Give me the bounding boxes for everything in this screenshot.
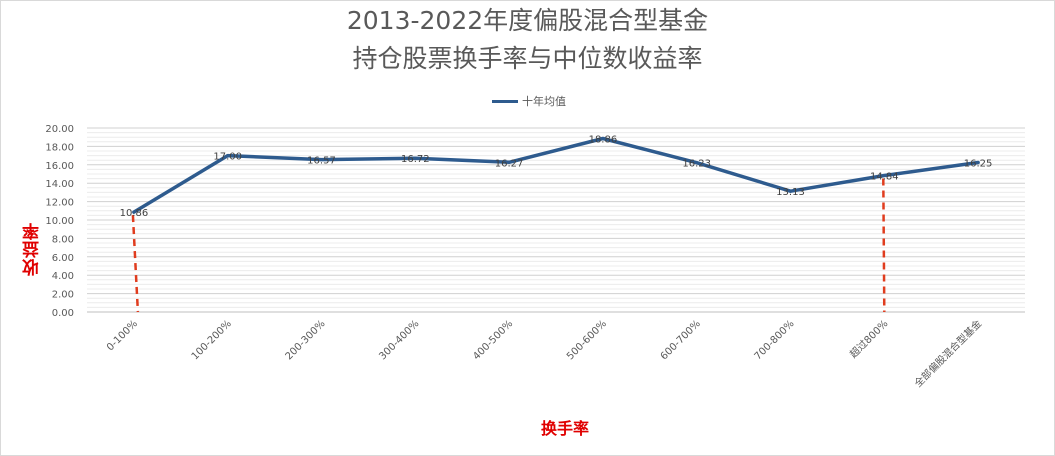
x-tick-label: 400-500% — [471, 318, 515, 362]
highlight-drop-line — [131, 215, 140, 313]
x-tick-label: 100-200% — [190, 318, 234, 362]
legend-label: 十年均值 — [522, 95, 566, 108]
x-tick-label: 700-800% — [753, 318, 797, 362]
legend-swatch — [492, 99, 518, 103]
y-tick-label: 8.00 — [52, 234, 74, 245]
data-point — [507, 160, 511, 164]
y-tick-label: 14.00 — [45, 179, 74, 190]
data-label: 13.13 — [776, 187, 805, 198]
data-point — [413, 156, 417, 160]
data-label: 16.57 — [307, 156, 336, 167]
y-tick-label: 10.00 — [45, 216, 74, 227]
data-label: 16.72 — [401, 154, 430, 165]
data-point — [320, 158, 323, 162]
y-tick-label: 0.00 — [52, 308, 74, 319]
y-tick-label: 20.00 — [45, 124, 74, 135]
x-tick-label: 200-300% — [284, 318, 328, 362]
highlight-drop-line — [882, 178, 886, 313]
data-point — [601, 136, 605, 140]
data-label: 16.25 — [964, 159, 993, 170]
y-tick-label: 12.00 — [45, 198, 74, 209]
x-tick-label: 500-600% — [565, 318, 609, 362]
legend: 十年均值 — [492, 92, 566, 110]
series-line — [132, 136, 980, 214]
data-point — [976, 161, 980, 164]
x-axis-label: 换手率 — [540, 419, 589, 438]
y-tick-label: 4.00 — [52, 271, 74, 282]
x-tick-label: 300-400% — [377, 318, 421, 362]
chart-subtitle: 持仓股票换手率与中位数收益率 — [352, 44, 703, 73]
data-point — [789, 189, 792, 193]
data-point — [882, 173, 886, 177]
y-tick-label: 18.00 — [45, 142, 74, 153]
y-tick-label: 6.00 — [52, 253, 74, 264]
x-tick-label: 600-700% — [659, 318, 703, 362]
data-label: 14.84 — [870, 171, 899, 182]
x-tick-label: 全部偏股混合型基金 — [911, 317, 984, 390]
x-tick-label: 超过800% — [847, 317, 891, 361]
data-label: 18.86 — [589, 134, 618, 145]
data-label: 16.23 — [682, 159, 711, 170]
y-tick-label: 16.00 — [45, 161, 74, 172]
data-label: 10.86 — [120, 208, 149, 219]
chart-title: 2013-2022年度偏股混合型基金 — [346, 6, 709, 35]
x-tick-label: 0-100% — [105, 318, 140, 353]
data-label: 17.00 — [213, 152, 242, 163]
data-label: 16.27 — [495, 158, 524, 169]
data-point — [226, 154, 230, 158]
data-point — [695, 161, 699, 165]
y-tick-label: 2.00 — [52, 290, 74, 301]
data-point — [132, 210, 136, 214]
